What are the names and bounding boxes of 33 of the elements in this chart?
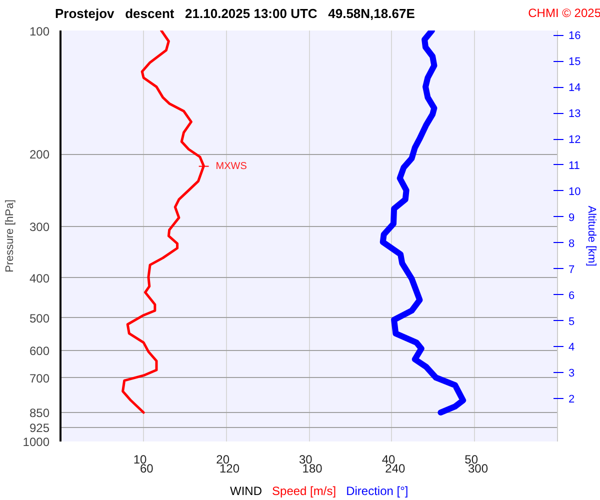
y2-tick-label: 7 xyxy=(568,264,575,276)
chart-title: Prostejov descent 21.10.2025 13:00 UTC 49.58N,18.67E xyxy=(55,6,415,21)
x-axis-title: WIND xyxy=(230,484,262,498)
y2-tick-label: 10 xyxy=(568,186,581,198)
y-tick-label: 700 xyxy=(29,371,50,386)
y2-tick-label: 13 xyxy=(568,108,581,120)
y2-tick-label: 2 xyxy=(568,394,575,406)
annotation: MXWS xyxy=(216,160,248,172)
y-axis-title: Pressure [hPa] xyxy=(4,200,16,272)
y-tick-label: 300 xyxy=(29,220,50,234)
y2-tick-label: 4 xyxy=(568,342,575,354)
y2-axis-title: Altitude [km] xyxy=(586,206,598,266)
y2-tick-label: 3 xyxy=(568,368,575,380)
y2-tick-label: 5 xyxy=(568,316,575,328)
text: Speed [m/s] xyxy=(272,484,336,498)
y2-tick-label: 16 xyxy=(568,30,581,42)
y-tick-label: 925 xyxy=(29,421,50,436)
y2-tick-label: 6 xyxy=(568,290,575,302)
y-tick-label: 850 xyxy=(29,406,50,420)
y-tick-label: 400 xyxy=(29,271,50,286)
y-tick-label: 500 xyxy=(29,311,50,326)
y2-tick-label: 8 xyxy=(568,238,575,250)
line-series xyxy=(122,30,205,414)
y2-tick-label: 12 xyxy=(568,134,581,146)
y-tick-label: 600 xyxy=(29,344,50,358)
y-tick-label: 1000 xyxy=(22,435,50,449)
y2-tick-label: 15 xyxy=(568,56,581,68)
y-tick-label: 100 xyxy=(29,24,50,38)
y2-tick-label: 14 xyxy=(568,82,581,94)
text: Direction [°] xyxy=(346,484,408,498)
y2-tick-label: 9 xyxy=(568,212,575,224)
y2-tick-label: 11 xyxy=(568,160,580,172)
y-tick-label: 200 xyxy=(29,148,50,162)
